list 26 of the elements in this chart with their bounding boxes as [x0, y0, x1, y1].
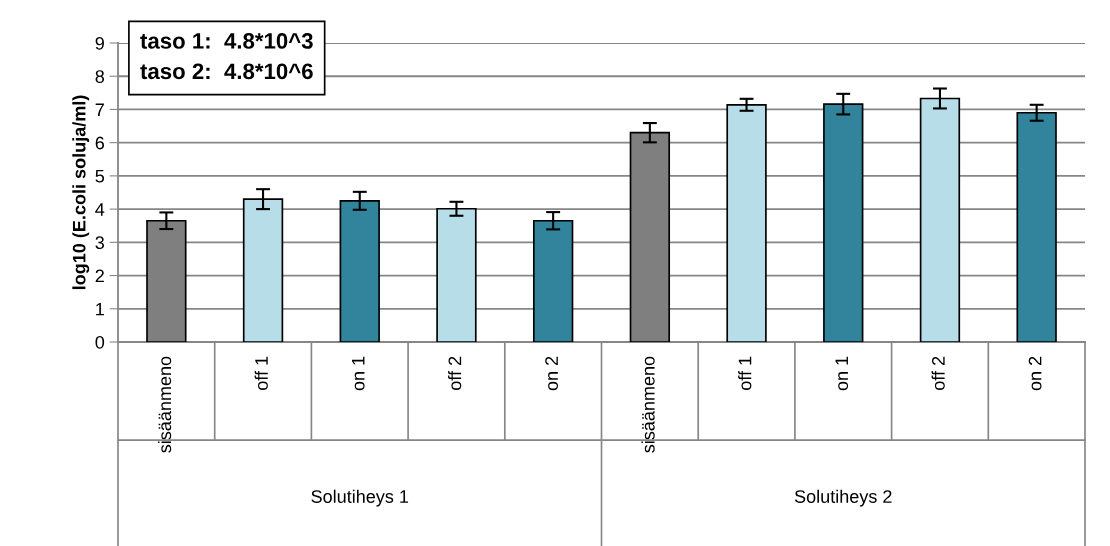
y-tick-label: 4: [95, 203, 105, 216]
x-tick-label: on 2: [1028, 356, 1042, 391]
text: Solutiheys 2: [794, 489, 892, 507]
y-tick-label: 7: [95, 103, 104, 116]
y-tick-label: 9: [95, 36, 104, 50]
y-tick-label: 3: [95, 236, 105, 250]
bar: [726, 103, 767, 342]
y-tick-label: 0: [95, 335, 105, 349]
x-tick-label: on 2: [545, 356, 558, 391]
y-tick-label: 1: [96, 302, 104, 316]
y-tick-label: 5: [95, 170, 105, 183]
y-axis-title: log10 (E.coli soluja/ml): [72, 95, 90, 290]
y-tick-label: 6: [95, 136, 105, 150]
x-tick-label: on 1: [352, 356, 365, 391]
annotation: taso 1: 4.8*10^3 taso 2: 4.8*10^6: [140, 33, 313, 80]
x-tick-label: off 2: [931, 356, 945, 390]
x-tick-label: off 1: [254, 356, 268, 390]
y-tick-label: 8: [95, 70, 105, 83]
text: Solutiheys 1: [311, 489, 409, 507]
bar: [436, 207, 477, 342]
x-tick-label: off 2: [448, 356, 462, 390]
y-tick-label: 2: [95, 269, 104, 283]
x-tick-label: sisäänmeno: [641, 356, 655, 453]
x-tick-label: sisäänmeno: [157, 356, 172, 453]
x-tick-label: on 1: [835, 356, 849, 391]
x-tick-label: off 1: [738, 356, 752, 390]
